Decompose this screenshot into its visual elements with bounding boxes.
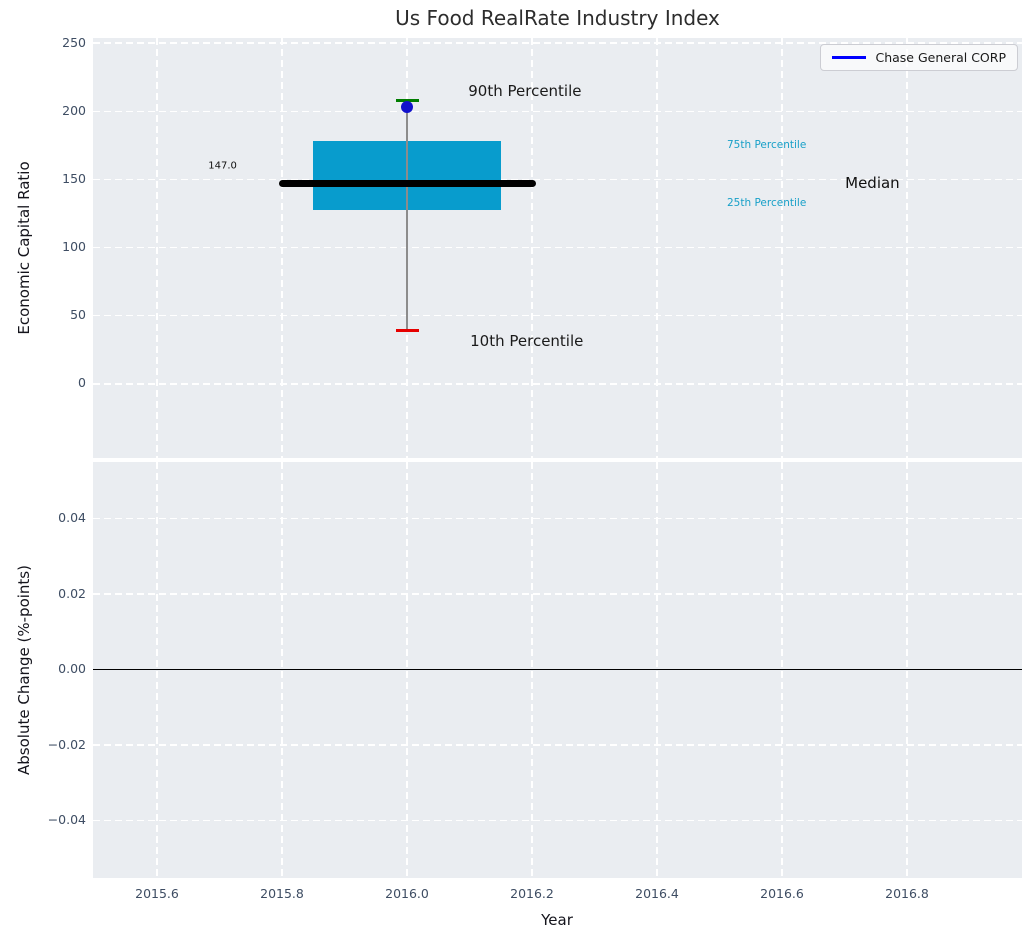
y-tick-label: 0 [0,375,86,390]
zero-line [93,669,1022,671]
y-tick-label: 0.02 [0,586,86,601]
annotation-10th-percentile: 10th Percentile [470,332,583,350]
bottom-axes [93,462,1022,878]
y-gridline [93,593,1022,594]
whisker-cap-10th [396,329,419,332]
chart-title: Us Food RealRate Industry Index [93,6,1022,30]
y-gridline [93,518,1022,519]
y-tick-label: 50 [0,307,86,322]
y-tick-label: 0.00 [0,661,86,676]
annotation-25th-percentile: 25th Percentile [727,197,806,209]
y-tick-label: 0.04 [0,510,86,525]
y-tick-label: 250 [0,35,86,50]
x-tick-label: 2016.2 [510,886,554,901]
whisker-line [406,100,408,330]
top-axes: Chase General CORP 90th Percentile 10th P… [93,38,1022,458]
legend-line-sample [832,56,866,58]
x-tick-label: 2016.4 [635,886,679,901]
y-gridline [93,247,1022,248]
y-tick-label: 150 [0,171,86,186]
annotation-147-0: 147.0 [208,160,237,171]
annotation-90th-percentile: 90th Percentile [468,82,581,100]
y-gridline [93,111,1022,112]
y-gridline [93,744,1022,745]
y-gridline [93,820,1022,821]
x-axis-label: Year [541,911,573,929]
y-tick-label: 100 [0,239,86,254]
x-tick-label: 2016.6 [760,886,804,901]
y-tick-label: −0.02 [0,737,86,752]
legend: Chase General CORP [820,44,1018,71]
y-gridline [93,383,1022,384]
annotation-median: Median [845,174,900,192]
y-tick-label: 200 [0,103,86,118]
median-line [279,180,536,187]
annotation-75th-percentile: 75th Percentile [727,139,806,151]
x-tick-label: 2016.0 [385,886,429,901]
x-tick-label: 2016.8 [885,886,929,901]
figure: Us Food RealRate Industry Index Chase Ge… [0,0,1034,942]
legend-label: Chase General CORP [875,50,1006,65]
y-tick-label: −0.04 [0,812,86,827]
x-tick-label: 2015.6 [135,886,179,901]
x-tick-label: 2015.8 [260,886,304,901]
y-gridline [93,315,1022,316]
